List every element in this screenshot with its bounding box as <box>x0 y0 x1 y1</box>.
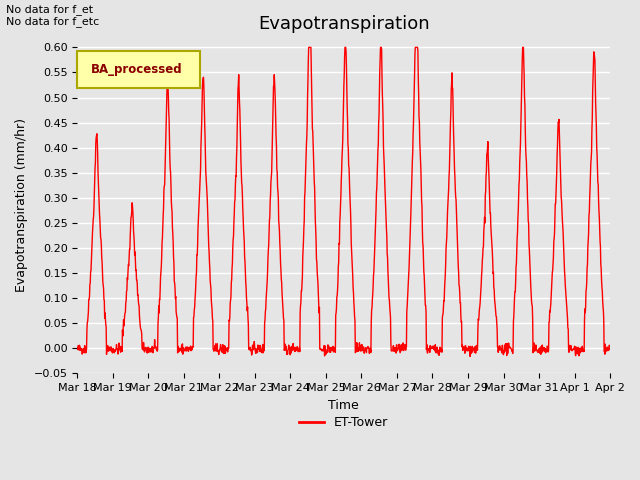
Title: Evapotranspiration: Evapotranspiration <box>258 15 429 33</box>
Text: No data for f_et: No data for f_et <box>6 4 93 15</box>
FancyBboxPatch shape <box>77 51 200 88</box>
Text: BA_processed: BA_processed <box>91 63 182 76</box>
Legend: ET-Tower: ET-Tower <box>294 411 394 434</box>
Text: No data for f_etc: No data for f_etc <box>6 16 100 27</box>
Y-axis label: Evapotranspiration (mm/hr): Evapotranspiration (mm/hr) <box>15 119 28 292</box>
X-axis label: Time: Time <box>328 398 359 412</box>
